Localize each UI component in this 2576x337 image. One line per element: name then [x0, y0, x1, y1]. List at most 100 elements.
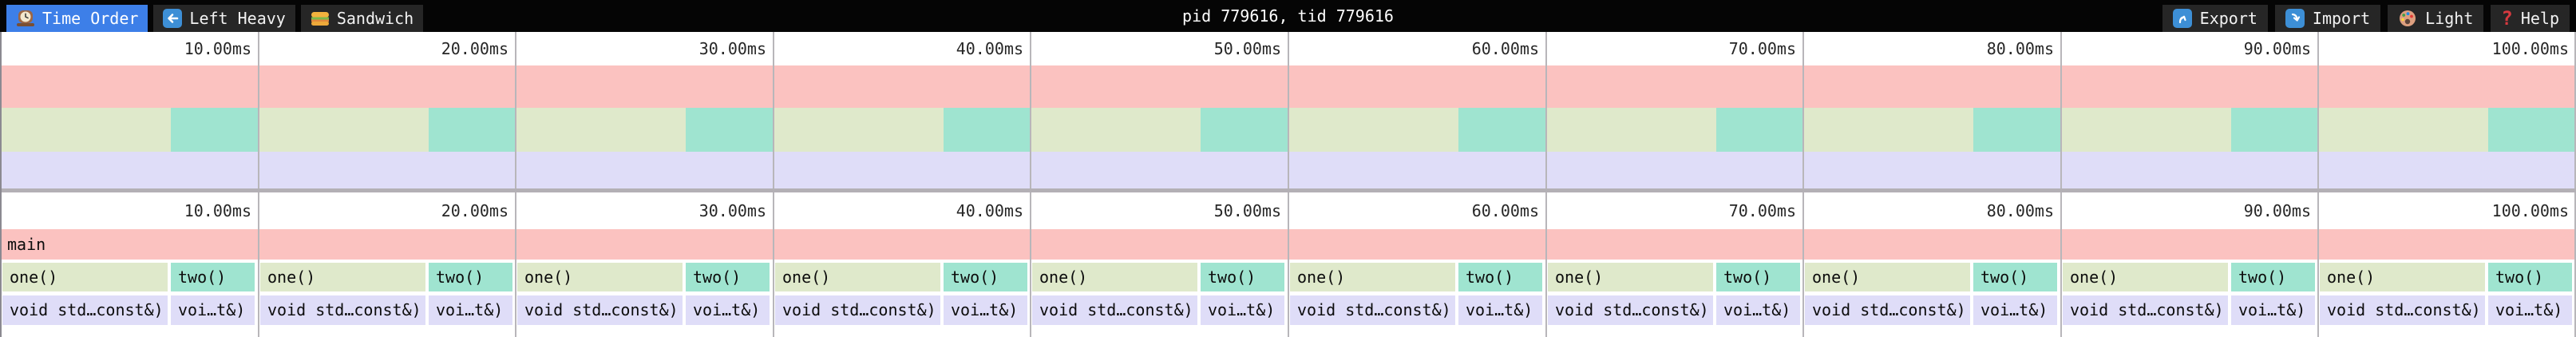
flame-cell-one[interactable]: one() [517, 263, 683, 291]
flame-cell-two[interactable]: two() [429, 263, 512, 291]
time-tick-label: 100.00ms [2491, 39, 2569, 58]
export-button[interactable]: Export [2162, 5, 2268, 32]
minimap-two-block [171, 108, 258, 152]
light-theme-button[interactable]: Light [2388, 5, 2484, 32]
flame-cell-child[interactable]: voi…t&) [1458, 295, 1542, 325]
flame-cell-one[interactable]: one() [1805, 263, 1970, 291]
flame-cell-two[interactable]: two() [1973, 263, 2057, 291]
import-button[interactable]: Import [2274, 5, 2381, 32]
time-tick-label: 60.00ms [1471, 39, 1539, 58]
tab-time-order[interactable]: Time Order [6, 5, 148, 32]
flame-cell-child[interactable]: void std…const&) [1548, 295, 1713, 325]
time-tick-label: 40.00ms [956, 201, 1023, 220]
flame-cell-child[interactable]: void std…const&) [517, 295, 683, 325]
flame-cell-child[interactable]: voi…t&) [2231, 295, 2315, 325]
time-tick-label: 80.00ms [1986, 39, 2054, 58]
minimap-two-block [686, 108, 773, 152]
time-tick-label: 90.00ms [2243, 201, 2311, 220]
flame-cell-one[interactable]: one() [1032, 263, 1197, 291]
action-label: Light [2425, 9, 2474, 28]
flame-cell-child[interactable]: voi…t&) [1716, 295, 1800, 325]
flame-cell-child[interactable]: void std…const&) [1805, 295, 1970, 325]
minimap-two-block [1201, 108, 1288, 152]
flame-cell-child[interactable]: void std…const&) [2063, 295, 2228, 325]
toolbar: Time Order Left Heavy Sandwich pid 779 [0, 0, 2576, 32]
time-tick-label: 40.00ms [956, 39, 1023, 58]
flame-cell-child[interactable]: void std…const&) [260, 295, 425, 325]
flame-cell-child[interactable]: voi…t&) [1201, 295, 1284, 325]
flame-cell-two[interactable]: two() [2488, 263, 2572, 291]
tab-left-heavy[interactable]: Left Heavy [153, 5, 295, 32]
sandwich-icon [311, 10, 330, 27]
time-tick-label: 30.00ms [698, 201, 766, 220]
flame-cell-one[interactable]: one() [260, 263, 425, 291]
flame-cell-two[interactable]: two() [1201, 263, 1284, 291]
profile-view: 10.00ms 20.00ms 30.00ms 40.00ms 50.00ms 60.00… [0, 32, 2576, 337]
time-tick-label: 60.00ms [1471, 201, 1539, 220]
flame-cell-child[interactable]: voi…t&) [686, 295, 770, 325]
minimap-two-block [1458, 108, 1545, 152]
flame-cell-one[interactable]: one() [1548, 263, 1713, 291]
flame-cell-child[interactable]: void std…const&) [1290, 295, 1455, 325]
tab-label: Time Order [42, 9, 139, 28]
minimap-divider [0, 188, 2576, 192]
view-tabs: Time Order Left Heavy Sandwich [6, 5, 424, 32]
action-label: Export [2199, 9, 2257, 28]
time-tick-label: 30.00ms [698, 39, 766, 58]
flame-cell-child[interactable]: voi…t&) [1973, 295, 2057, 325]
minimap-main-band [0, 65, 2576, 108]
minimap-children-band [0, 152, 2576, 188]
minimap-two-block [2488, 108, 2575, 152]
minimap-calls-band [0, 108, 2576, 152]
flame-cell-child[interactable]: void std…const&) [1032, 295, 1197, 325]
time-tick-label: 10.00ms [184, 201, 251, 220]
flame-cell-child[interactable]: voi…t&) [429, 295, 512, 325]
help-button[interactable]: ? Help [2491, 5, 2570, 32]
flame-cell-one[interactable]: one() [775, 263, 940, 291]
flame-cell-one[interactable]: one() [2063, 263, 2228, 291]
flame-cell-child[interactable]: voi…t&) [171, 295, 255, 325]
flame-row-calls: one() two() one() two() one() two() one() two()… [0, 263, 2576, 291]
toolbar-actions: Export Import Light [2162, 5, 2570, 32]
time-tick-label: 50.00ms [1213, 39, 1281, 58]
time-tick-label: 10.00ms [184, 39, 251, 58]
tab-label: Left Heavy [189, 9, 286, 28]
flame-cell-one[interactable]: one() [1290, 263, 1455, 291]
time-tick-label: 70.00ms [1728, 201, 1796, 220]
flame-row-children: void std…const&) voi…t&) void std…const&) v… [0, 295, 2576, 325]
tab-label: Sandwich [336, 9, 414, 28]
time-tick-label: 90.00ms [2243, 39, 2311, 58]
minimap-two-block [1973, 108, 2060, 152]
flame-row-main: main [0, 229, 2576, 260]
flame-cell-two[interactable]: two() [171, 263, 255, 291]
minimap-two-block [2231, 108, 2318, 152]
flame-cell-two[interactable]: two() [686, 263, 770, 291]
flame-cell-two[interactable]: two() [2231, 263, 2315, 291]
flame-cell-main[interactable]: main [0, 229, 2576, 260]
time-tick-label: 70.00ms [1728, 39, 1796, 58]
question-icon: ? [2501, 7, 2513, 30]
main-ruler: 10.00ms 20.00ms 30.00ms 40.00ms 50.00ms 60.00… [0, 192, 2576, 229]
flame-cell-two[interactable]: two() [944, 263, 1027, 291]
time-tick-label: 20.00ms [441, 201, 508, 220]
flame-cell-child[interactable]: void std…const&) [2320, 295, 2485, 325]
left-arrow-icon [163, 9, 183, 28]
flame-cell-child[interactable]: void std…const&) [775, 295, 940, 325]
flame-cell-child[interactable]: void std…const&) [2, 295, 168, 325]
flame-cell-child[interactable]: voi…t&) [2488, 295, 2572, 325]
time-tick-label: 50.00ms [1213, 201, 1281, 220]
minimap-two-block [1716, 108, 1803, 152]
flame-cell-two[interactable]: two() [1458, 263, 1542, 291]
tab-sandwich[interactable]: Sandwich [300, 5, 424, 32]
minimap-ruler: 10.00ms 20.00ms 30.00ms 40.00ms 50.00ms 60.00… [0, 32, 2576, 65]
import-arrow-icon [2285, 9, 2305, 28]
minimap-two-block [944, 108, 1031, 152]
flame-cell-one[interactable]: one() [2320, 263, 2485, 291]
flame-cell-one[interactable]: one() [2, 263, 168, 291]
action-label: Import [2312, 9, 2371, 28]
export-arrow-icon [2172, 9, 2192, 28]
flame-cell-child[interactable]: voi…t&) [944, 295, 1027, 325]
minimap-two-block [429, 108, 516, 152]
flame-cell-two[interactable]: two() [1716, 263, 1800, 291]
